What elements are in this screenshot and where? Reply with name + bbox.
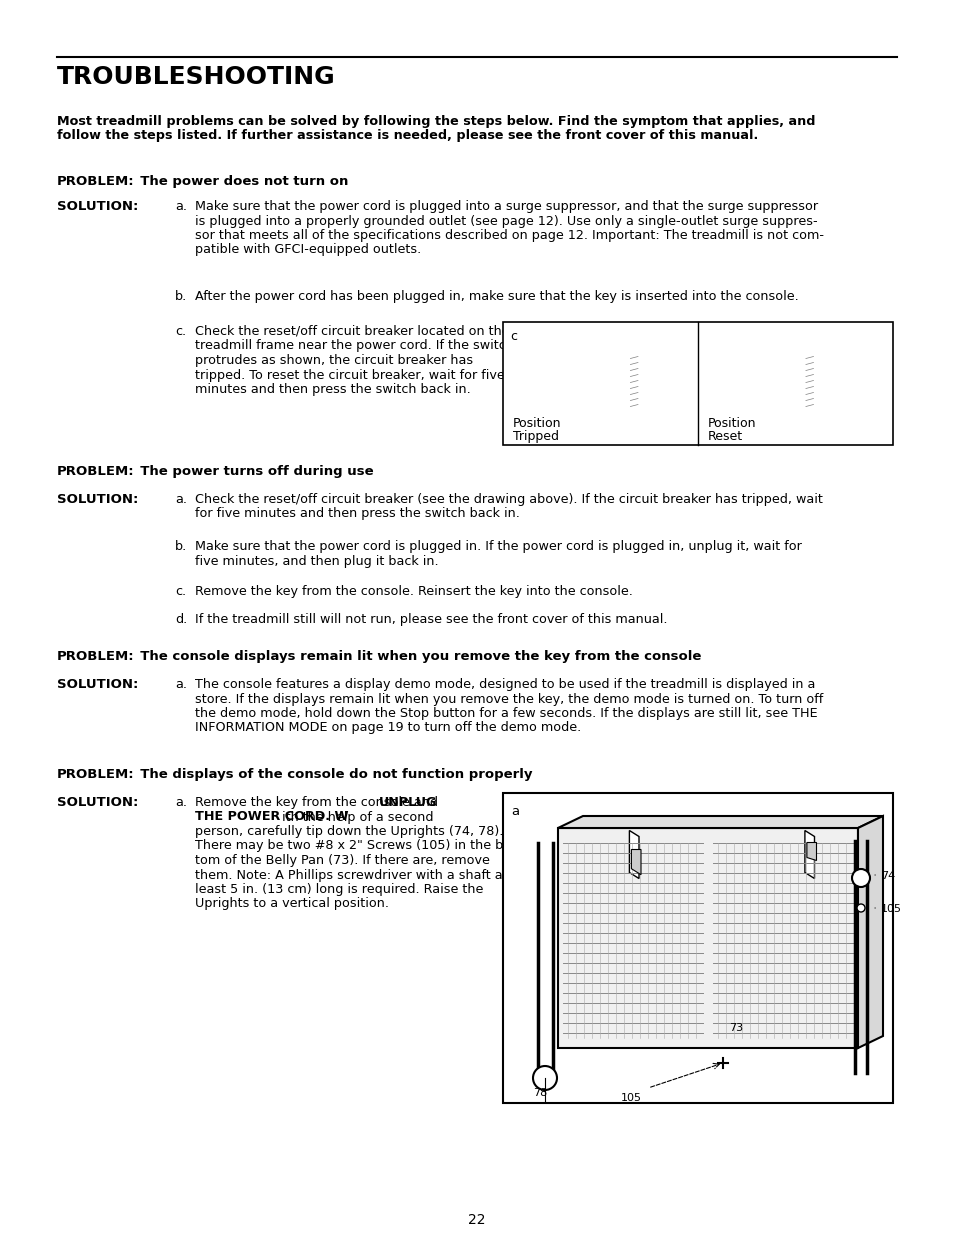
Text: a.: a. bbox=[174, 797, 187, 809]
Text: store. If the displays remain lit when you remove the key, the demo mode is turn: store. If the displays remain lit when y… bbox=[194, 693, 822, 705]
Polygon shape bbox=[857, 816, 882, 1049]
Text: ith the help of a second: ith the help of a second bbox=[282, 810, 433, 824]
Text: Tripped: Tripped bbox=[513, 430, 558, 443]
Text: 22: 22 bbox=[468, 1213, 485, 1228]
Text: minutes and then press the switch back in.: minutes and then press the switch back i… bbox=[194, 383, 470, 396]
Text: protrudes as shown, the circuit breaker has: protrudes as shown, the circuit breaker … bbox=[194, 354, 473, 367]
Circle shape bbox=[851, 869, 869, 887]
Text: TROUBLESHOOTING: TROUBLESHOOTING bbox=[57, 65, 335, 89]
Text: a.: a. bbox=[174, 678, 187, 692]
Text: Make sure that the power cord is plugged into a surge suppressor, and that the s: Make sure that the power cord is plugged… bbox=[194, 200, 818, 212]
Text: b.: b. bbox=[174, 540, 187, 553]
Circle shape bbox=[856, 904, 864, 911]
Text: The console displays remain lit when you remove the key from the console: The console displays remain lit when you… bbox=[131, 650, 700, 663]
Text: person, carefully tip down the Uprights (74, 78).: person, carefully tip down the Uprights … bbox=[194, 825, 503, 839]
Text: UNPLUG: UNPLUG bbox=[379, 797, 437, 809]
Bar bbox=[558, 827, 857, 1049]
Text: Check the reset/off circuit breaker located on the: Check the reset/off circuit breaker loca… bbox=[194, 325, 509, 338]
Text: is plugged into a properly grounded outlet (see page 12). Use only a single-outl: is plugged into a properly grounded outl… bbox=[194, 215, 817, 227]
Text: 78: 78 bbox=[533, 1088, 547, 1098]
Text: Position: Position bbox=[707, 417, 756, 430]
Text: a.: a. bbox=[174, 493, 187, 506]
Text: SOLUTION:: SOLUTION: bbox=[57, 678, 138, 692]
Text: Uprights to a vertical position.: Uprights to a vertical position. bbox=[194, 898, 389, 910]
Bar bbox=[502, 322, 892, 445]
Text: a.: a. bbox=[174, 200, 187, 212]
Text: c: c bbox=[510, 330, 517, 343]
Text: 105: 105 bbox=[620, 1093, 641, 1103]
Text: least 5 in. (13 cm) long is required. Raise the: least 5 in. (13 cm) long is required. Ra… bbox=[194, 883, 483, 897]
Text: Remove the key from the console and: Remove the key from the console and bbox=[194, 797, 441, 809]
Text: THE POWER CORD. W: THE POWER CORD. W bbox=[194, 810, 348, 824]
Text: Make sure that the power cord is plugged in. If the power cord is plugged in, un: Make sure that the power cord is plugged… bbox=[194, 540, 801, 553]
Polygon shape bbox=[631, 850, 640, 874]
Bar bbox=[502, 793, 892, 1103]
Text: PROBLEM:: PROBLEM: bbox=[57, 175, 134, 188]
Text: d.: d. bbox=[174, 613, 187, 626]
Text: Position: Position bbox=[513, 417, 561, 430]
Text: If the treadmill still will not run, please see the front cover of this manual.: If the treadmill still will not run, ple… bbox=[194, 613, 667, 626]
Text: treadmill frame near the power cord. If the switch: treadmill frame near the power cord. If … bbox=[194, 340, 514, 352]
Text: PROBLEM:: PROBLEM: bbox=[57, 768, 134, 781]
Polygon shape bbox=[629, 830, 639, 878]
Text: them. Note: A Phillips screwdriver with a shaft at: them. Note: A Phillips screwdriver with … bbox=[194, 868, 507, 882]
Text: SOLUTION:: SOLUTION: bbox=[57, 797, 138, 809]
Text: sor that meets all of the specifications described on page 12. Important: The tr: sor that meets all of the specifications… bbox=[194, 228, 823, 242]
Circle shape bbox=[533, 1066, 557, 1091]
Text: The console features a display demo mode, designed to be used if the treadmill i: The console features a display demo mode… bbox=[194, 678, 815, 692]
Polygon shape bbox=[635, 836, 657, 890]
Text: a: a bbox=[511, 805, 518, 818]
Text: tom of the Belly Pan (73). If there are, remove: tom of the Belly Pan (73). If there are,… bbox=[194, 853, 489, 867]
Polygon shape bbox=[558, 816, 882, 827]
Text: Check the reset/off circuit breaker (see the drawing above). If the circuit brea: Check the reset/off circuit breaker (see… bbox=[194, 493, 822, 506]
Text: The power does not turn on: The power does not turn on bbox=[131, 175, 348, 188]
Text: PROBLEM:: PROBLEM: bbox=[57, 650, 134, 663]
Polygon shape bbox=[806, 842, 816, 861]
Polygon shape bbox=[810, 836, 832, 890]
Text: The power turns off during use: The power turns off during use bbox=[131, 466, 374, 478]
Text: five minutes, and then plug it back in.: five minutes, and then plug it back in. bbox=[194, 555, 438, 568]
Text: There may be two #8 x 2" Screws (105) in the bot-: There may be two #8 x 2" Screws (105) in… bbox=[194, 840, 520, 852]
Text: c.: c. bbox=[174, 325, 186, 338]
Text: Remove the key from the console. Reinsert the key into the console.: Remove the key from the console. Reinser… bbox=[194, 585, 632, 598]
Polygon shape bbox=[804, 830, 814, 878]
Text: The displays of the console do not function properly: The displays of the console do not funct… bbox=[131, 768, 532, 781]
Text: SOLUTION:: SOLUTION: bbox=[57, 493, 138, 506]
Text: for five minutes and then press the switch back in.: for five minutes and then press the swit… bbox=[194, 508, 519, 520]
Text: 73: 73 bbox=[728, 1023, 742, 1032]
Text: follow the steps listed. If further assistance is needed, please see the front c: follow the steps listed. If further assi… bbox=[57, 130, 758, 142]
Text: INFORMATION MODE on page 19 to turn off the demo mode.: INFORMATION MODE on page 19 to turn off … bbox=[194, 721, 580, 735]
Text: b.: b. bbox=[174, 290, 187, 303]
Text: PROBLEM:: PROBLEM: bbox=[57, 466, 134, 478]
Text: Reset: Reset bbox=[707, 430, 742, 443]
Text: the demo mode, hold down the Stop button for a few seconds. If the displays are : the demo mode, hold down the Stop button… bbox=[194, 706, 817, 720]
Text: 105: 105 bbox=[880, 904, 901, 914]
Text: 74: 74 bbox=[880, 871, 894, 881]
Text: c.: c. bbox=[174, 585, 186, 598]
Text: SOLUTION:: SOLUTION: bbox=[57, 200, 138, 212]
Text: After the power cord has been plugged in, make sure that the key is inserted int: After the power cord has been plugged in… bbox=[194, 290, 798, 303]
Text: tripped. To reset the circuit breaker, wait for five: tripped. To reset the circuit breaker, w… bbox=[194, 368, 504, 382]
Text: patible with GFCI-equipped outlets.: patible with GFCI-equipped outlets. bbox=[194, 243, 421, 257]
Text: Most treadmill problems can be solved by following the steps below. Find the sym: Most treadmill problems can be solved by… bbox=[57, 115, 815, 128]
